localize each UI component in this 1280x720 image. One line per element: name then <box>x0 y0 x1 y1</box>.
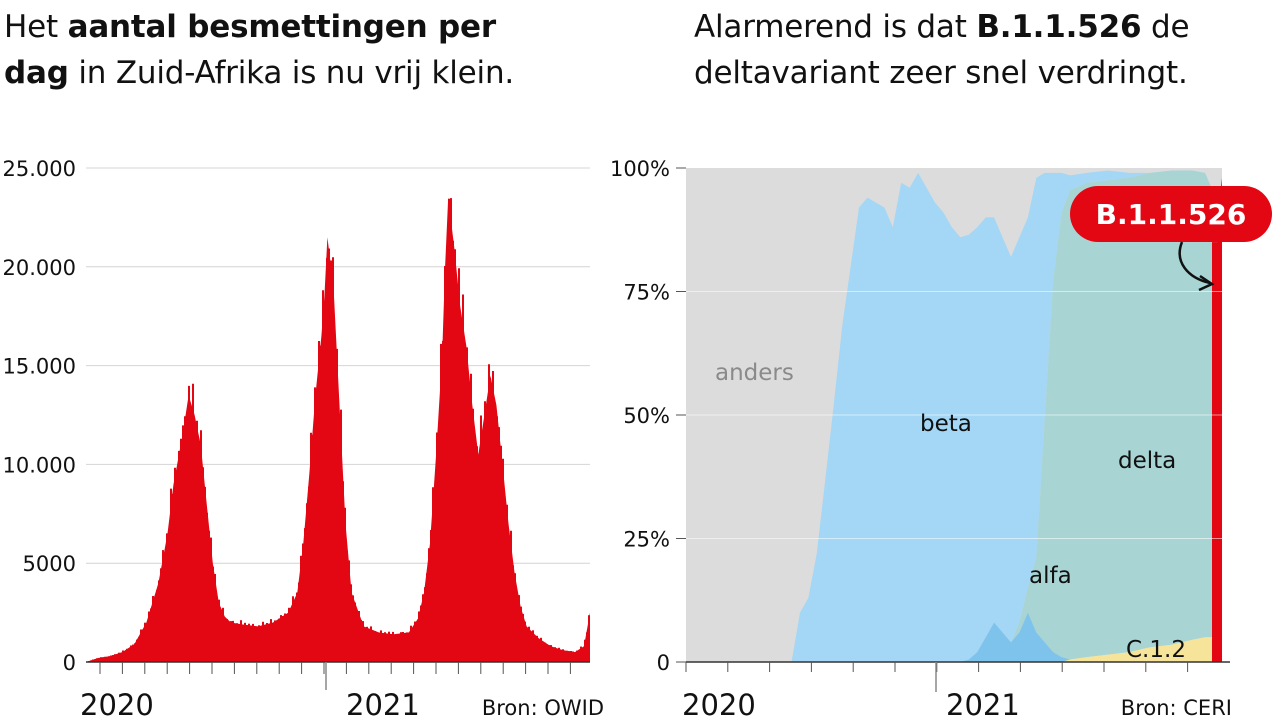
callout-arrow-icon <box>1178 241 1211 285</box>
beta-label: beta <box>920 411 972 437</box>
variants-x-label-2020: 2020 <box>682 688 756 720</box>
beta-area <box>686 170 1222 662</box>
variants-y-tick-label: 100% <box>610 157 670 181</box>
b11526-badge-label: B.1.1.526 <box>1096 198 1247 231</box>
variants-y-tick-label: 0 <box>657 651 670 675</box>
left-headline-text-1: Het <box>4 9 68 45</box>
variants-area-labels: anders beta delta alfa C.1.2 <box>715 360 1186 663</box>
cases-y-tick-label: 15.000 <box>3 355 76 379</box>
left-headline-text-2: in Zuid-Afrika is nu vrij klein. <box>68 55 515 91</box>
cases-y-tick-label: 5000 <box>23 552 76 576</box>
cases-x-label-2021: 2021 <box>346 688 420 720</box>
cases-y-tick-label: 10.000 <box>3 453 76 477</box>
cases-x-axis: 2020 2021 <box>80 661 590 720</box>
variants-x-axis: 2020 2021 <box>682 661 1230 720</box>
callout-arrowhead-icon <box>1198 274 1215 292</box>
variants-y-tick-label: 75% <box>623 281 670 305</box>
variants-source-label: Bron: CERI <box>1121 696 1232 720</box>
right-headline-text-3: deltavariant zeer snel verdringt. <box>694 55 1188 91</box>
b11526-badge <box>1070 186 1272 242</box>
variants-x-label-2021: 2021 <box>946 688 1020 720</box>
variants-y-ticks: 0 25% 50% 75% 100% <box>610 157 670 675</box>
c12-area <box>686 637 1222 662</box>
right-headline-bold-1: B.1.1.526 <box>976 9 1142 45</box>
variants-y-tick-label: 50% <box>623 404 670 428</box>
alfa-label: alfa <box>1029 563 1072 589</box>
cases-chart: 0 5000 10.000 15.000 20.000 25.000 2020 2021 B… <box>3 157 604 720</box>
right-headline-text-2: de <box>1141 9 1190 45</box>
anders-label: anders <box>715 360 794 386</box>
left-headline: Het aantal besmettingen per dag in Zuid-… <box>4 4 604 96</box>
cases-y-ticks: 0 5000 10.000 15.000 20.000 25.000 <box>3 157 76 675</box>
right-headline-text-1: Alarmerend is dat <box>694 9 977 45</box>
variants-gridlines <box>676 167 1222 663</box>
right-headline: Alarmerend is dat B.1.1.526 de deltavari… <box>694 4 1274 96</box>
variants-y-tick-label: 25% <box>623 528 670 552</box>
c12-label: C.1.2 <box>1126 637 1186 663</box>
cases-x-label-2020: 2020 <box>80 688 154 720</box>
b11526-callout: B.1.1.526 <box>1070 186 1272 292</box>
delta-label: delta <box>1118 448 1176 474</box>
left-headline-bold-2: dag <box>4 55 69 91</box>
cases-source-label: Bron: OWID <box>482 696 604 720</box>
b11526-bar <box>1212 242 1222 662</box>
variants-chart: 025%50%75%100% 2020 2021 andersbetadeltaa… <box>610 157 1272 720</box>
cases-y-tick-label: 25.000 <box>3 157 76 181</box>
delta-area <box>686 170 1222 662</box>
cases-area-group <box>86 197 590 662</box>
left-headline-bold-1: aantal besmettingen per <box>67 9 497 45</box>
cases-y-tick-label: 20.000 <box>3 256 76 280</box>
cases-y-tick-label: 0 <box>63 651 76 675</box>
